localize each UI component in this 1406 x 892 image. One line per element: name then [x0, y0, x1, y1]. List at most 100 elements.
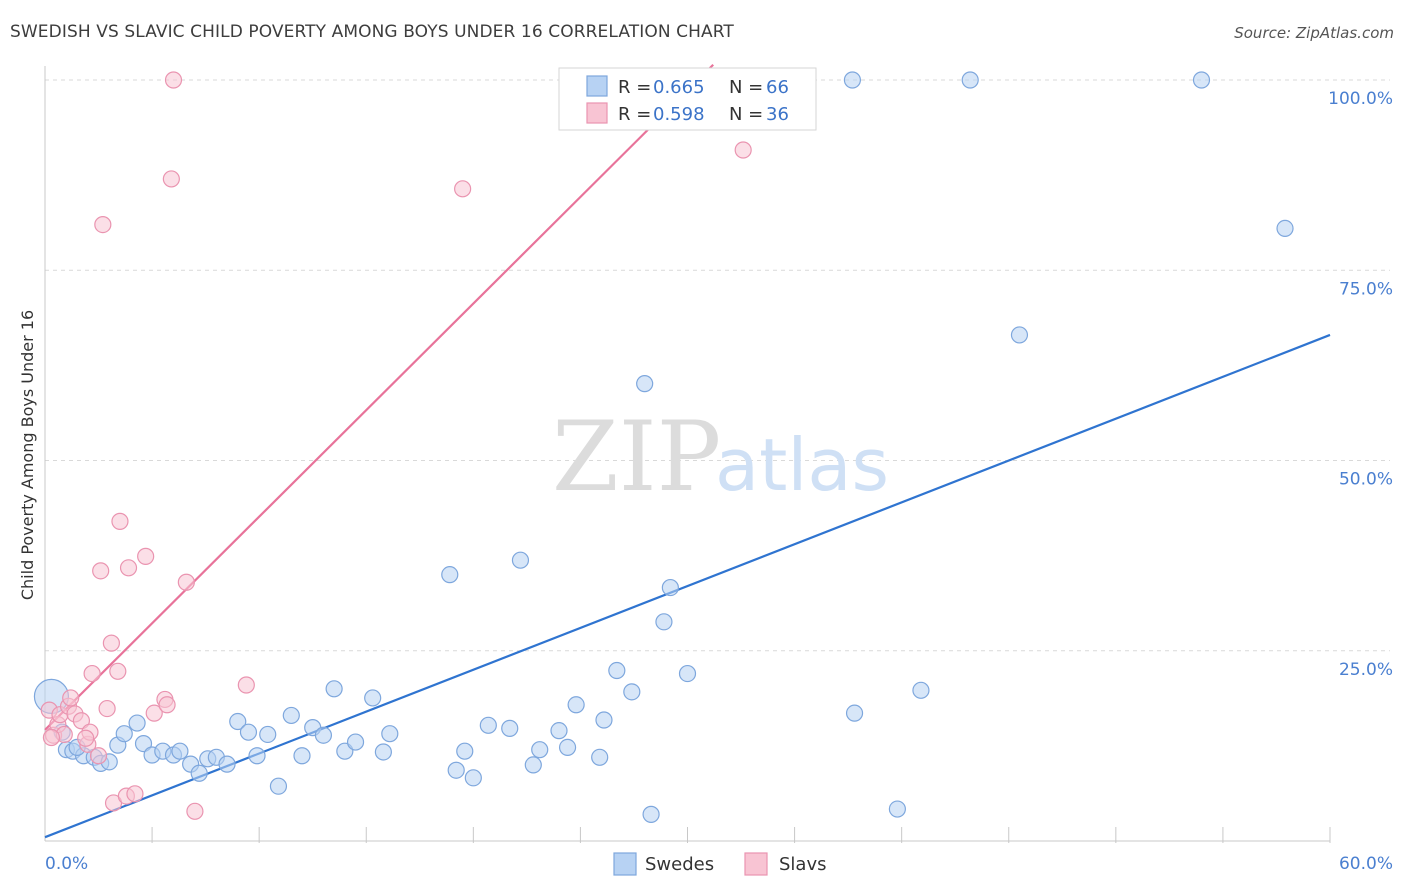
- swedes-point: [248, 747, 266, 765]
- swedes-point: [636, 375, 654, 393]
- slavs-point: [92, 562, 110, 580]
- legend-bottom-swatch-swedes: [613, 852, 637, 876]
- x-tick-label: 60.0%: [1339, 854, 1393, 874]
- swedes-point: [661, 578, 679, 597]
- y-tick-label: 50.0%: [1339, 470, 1393, 490]
- swedes-point: [678, 664, 697, 683]
- slavs-point: [83, 664, 101, 683]
- slavs-point: [145, 704, 163, 722]
- slavs-point: [137, 547, 155, 565]
- legend-n-value-slavs: 36: [766, 104, 789, 125]
- swedes-point: [293, 747, 311, 765]
- slavs-point: [734, 141, 752, 159]
- slavs-point: [126, 785, 144, 803]
- legend-r-label-slavs: R =: [618, 104, 651, 125]
- grid: [45, 79, 1390, 652]
- y-tick-label: 75.0%: [1339, 279, 1393, 299]
- swedes-point: [501, 719, 519, 737]
- swedes-point: [190, 764, 208, 782]
- legend-r-value-slavs: 0.598: [653, 104, 705, 125]
- slavs-point: [111, 512, 129, 530]
- swedes-point: [912, 681, 930, 699]
- swedes-point: [655, 613, 673, 631]
- swedes-point: [381, 725, 399, 743]
- swedes-point: [447, 761, 465, 779]
- slavs-points: [40, 71, 752, 820]
- swedes-point: [364, 689, 382, 707]
- legend-n-label-slavs: N =: [729, 104, 763, 125]
- swedes-point: [550, 722, 568, 740]
- legend-n-value-swedes: 66: [766, 77, 789, 98]
- swedes-point: [511, 551, 530, 569]
- swedes-point: [346, 733, 365, 751]
- slavs-point: [119, 559, 138, 577]
- chart-source: Source: ZipAtlas.com: [1234, 24, 1394, 42]
- swedes-point: [325, 680, 343, 698]
- swedes-point: [269, 777, 288, 795]
- legend-swatch-swedes: [586, 75, 608, 97]
- slavs-point: [162, 170, 180, 188]
- y-tick-label: 100.0%: [1328, 89, 1393, 109]
- legend-bottom-label-swedes: Swedes: [645, 854, 714, 875]
- swedes-point: [282, 706, 300, 725]
- slavs-point: [164, 71, 183, 89]
- swedes-point: [567, 696, 585, 714]
- swedes-point: [524, 756, 542, 774]
- swedes-point: [845, 704, 864, 722]
- swedes-point: [128, 714, 146, 732]
- swedes-point: [888, 800, 906, 818]
- legend-n-label-swedes: N =: [729, 77, 763, 98]
- swedes-point: [608, 661, 626, 680]
- slavs-point: [109, 662, 127, 680]
- slavs-point: [237, 676, 255, 694]
- swedes-point: [259, 725, 277, 744]
- legend-r-value-swedes: 0.665: [653, 77, 705, 98]
- legend-bottom-label-slavs: Slavs: [779, 854, 827, 875]
- legend-r-label-swedes: R =: [618, 77, 651, 98]
- swedes-point: [1010, 326, 1029, 344]
- slavs-point: [454, 180, 472, 198]
- swedes-point: [464, 769, 482, 787]
- x-tick-label: 0.0%: [45, 854, 88, 874]
- legend-bottom: Swedes Slavs: [613, 852, 827, 876]
- swedes-point: [441, 566, 459, 584]
- slavs-point: [186, 802, 204, 820]
- slavs-point: [42, 728, 61, 747]
- swedes-point: [314, 726, 333, 744]
- swedes-point: [843, 71, 862, 89]
- swedes-point: [623, 683, 641, 701]
- slavs-point: [94, 215, 112, 234]
- swedes-point: [558, 738, 577, 756]
- swedes-point: [218, 755, 236, 773]
- slavs-point: [98, 699, 116, 718]
- swedes-point: [591, 748, 609, 766]
- slavs-trend-line: [44, 64, 714, 731]
- watermark: ZIP atlas: [552, 401, 889, 513]
- y-axis-title: Child Poverty Among Boys Under 16: [18, 310, 37, 600]
- slavs-point: [62, 689, 80, 707]
- slavs-point: [177, 573, 195, 591]
- swedes-point: [171, 742, 189, 760]
- swedes-point: [642, 805, 660, 823]
- swedes-point: [456, 742, 474, 760]
- slavs-point: [72, 712, 91, 730]
- slavs-point: [89, 747, 108, 765]
- tick-labels: 25.0% 50.0% 75.0% 100.0% 0.0% 60.0%: [45, 89, 1393, 874]
- slavs-point: [77, 729, 95, 747]
- slavs-point: [102, 634, 120, 652]
- swedes-point: [374, 743, 392, 761]
- legend-top: R = 0.665 N = 66 R = 0.598 N = 36: [558, 67, 817, 131]
- slavs-point: [158, 696, 176, 714]
- watermark-atlas: atlas: [715, 423, 889, 507]
- swedes-point: [239, 723, 258, 741]
- swedes-point: [595, 711, 613, 729]
- swedes-point: [229, 712, 247, 731]
- swedes-point: [115, 725, 133, 743]
- swedes-point: [1276, 219, 1294, 237]
- y-tick-label: 25.0%: [1339, 660, 1393, 680]
- swedes-point: [479, 716, 497, 734]
- legend-swatch-slavs: [586, 102, 608, 124]
- chart-title: SWEDISH VS SLAVIC CHILD POVERTY AMONG BO…: [10, 22, 734, 42]
- watermark-zip: ZIP: [552, 401, 721, 513]
